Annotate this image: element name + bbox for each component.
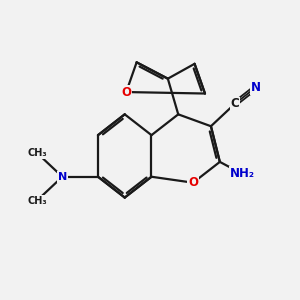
Text: C: C xyxy=(230,98,239,110)
Text: CH₃: CH₃ xyxy=(27,196,47,206)
Text: NH₂: NH₂ xyxy=(230,167,255,180)
Text: N: N xyxy=(58,172,67,182)
Text: CH₃: CH₃ xyxy=(27,148,47,158)
Text: N: N xyxy=(250,81,260,94)
Text: O: O xyxy=(121,85,131,98)
Text: O: O xyxy=(188,176,198,189)
